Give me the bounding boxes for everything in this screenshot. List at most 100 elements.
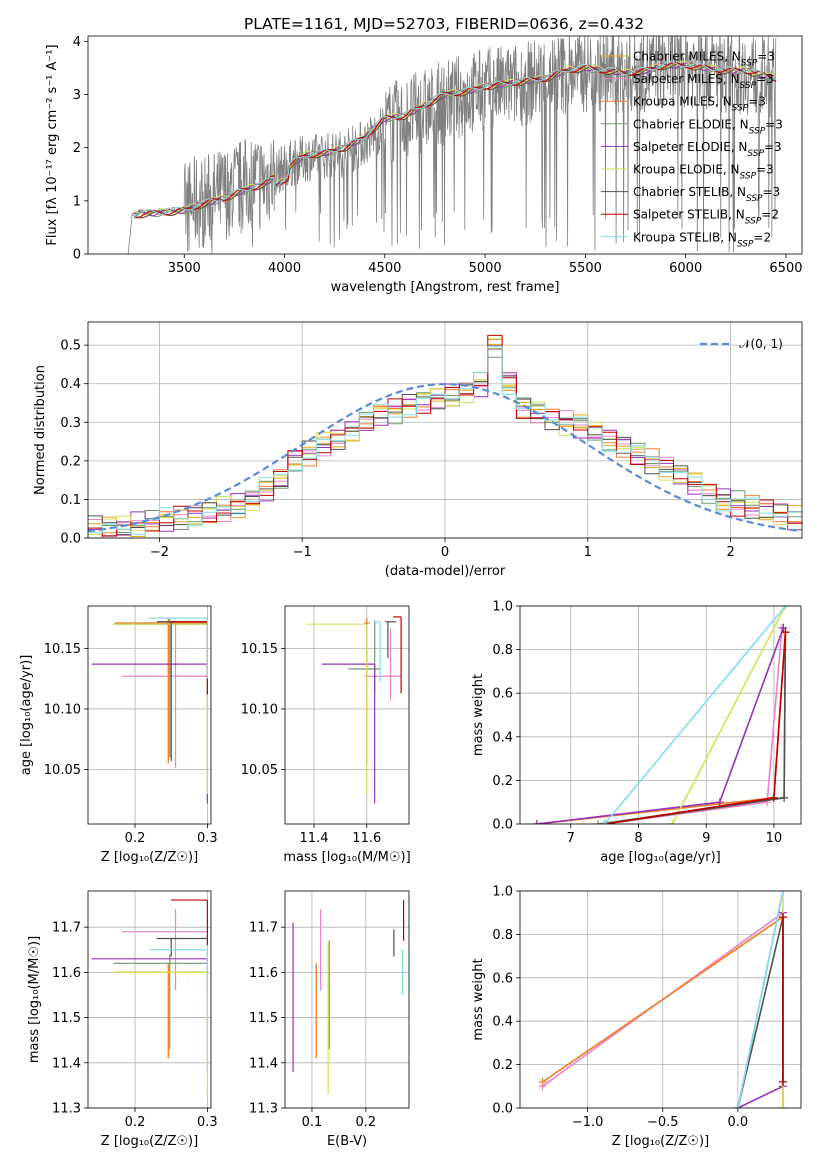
- x-tick-label: 0.2: [125, 1115, 146, 1130]
- plot-area: [127, 36, 777, 254]
- x-tick-label: −2: [150, 545, 169, 560]
- plus-marker: [779, 623, 788, 632]
- y-tick-label: 2: [73, 141, 81, 156]
- y-tick-label: 11.4: [52, 1056, 81, 1071]
- y-tick-label: 10.15: [44, 642, 81, 657]
- histogram-step: [88, 348, 802, 536]
- y-tick-label: 0.5: [60, 339, 81, 354]
- y-tick-label: 10.10: [241, 702, 278, 717]
- y-axis-label: Flux [fλ 10⁻¹⁷ erg cm⁻² s⁻¹ A⁻¹]: [45, 44, 60, 245]
- data-point: [321, 663, 376, 804]
- y-tick-label: 0.4: [492, 730, 513, 745]
- plus-marker: [781, 628, 790, 637]
- x-tick-label: 5500: [569, 261, 602, 276]
- axes-frame: [87, 605, 212, 825]
- x-axis-label: (data-model)/error: [385, 564, 506, 579]
- plus-marker: [778, 1077, 787, 1086]
- legend-label: Salpeter STELIB, NSSP=2: [633, 208, 779, 227]
- plot-area: [292, 900, 405, 1095]
- legend-label: Chabrier ELODIE, NSSP=3: [633, 117, 783, 136]
- panel-4: 7 8 9 10 0.0 0.2 0.4 0.6 0.8 1.0 age [log₁₀(age/yr…: [471, 600, 802, 865]
- x-axis-label: E(B-V): [327, 1134, 367, 1149]
- plus-marker: [778, 1104, 787, 1108]
- data-point: [156, 937, 208, 957]
- y-tick-label: 4: [73, 35, 81, 50]
- x-tick-label: 10: [766, 831, 783, 846]
- x-tick-label: 6500: [769, 261, 802, 276]
- x-tick-label: 3500: [168, 261, 201, 276]
- x-tick-label: 1: [584, 545, 592, 560]
- axes-frame: [87, 35, 803, 255]
- y-tick-label: 0.8: [492, 928, 513, 943]
- plot-area: [306, 616, 402, 804]
- y-tick-label: 10.05: [44, 763, 81, 778]
- plus-marker: [668, 820, 677, 824]
- y-tick-label: 0.0: [492, 818, 513, 833]
- data-point: [149, 617, 208, 679]
- x-tick-label: 9: [702, 831, 710, 846]
- y-tick-label: 11.5: [52, 1011, 81, 1026]
- mass-weight-line: [671, 606, 787, 824]
- panel-6: 0.1 0.2 11.3 11.4 11.5 11.6 11.7 E(B-V): [249, 890, 410, 1149]
- panel-1: −2 −1 0 1 2 0.0 0.1 0.2 0.3 0.4 0.5 (data-model)/er…: [33, 321, 803, 579]
- x-axis-label: Z [log₁₀(Z/Z☉)]: [612, 1134, 709, 1149]
- x-tick-label: 0.1: [302, 1115, 323, 1130]
- histogram-step: [88, 334, 802, 537]
- y-tick-label: 0: [73, 248, 81, 263]
- y-tick-label: 0.4: [60, 377, 81, 392]
- y-axis-label: Normed distribution: [33, 365, 48, 495]
- y-tick-label: 0.0: [60, 532, 81, 547]
- plus-marker: [715, 798, 724, 807]
- y-tick-label: 11.5: [249, 1011, 278, 1026]
- mass-weight-line: [737, 891, 784, 1108]
- y-tick-label: 0.6: [492, 687, 513, 702]
- x-tick-label: 11.4: [300, 831, 329, 846]
- mass-weight-line: [603, 606, 787, 824]
- plot-area: [91, 617, 208, 804]
- model-spectrum-line: [134, 62, 777, 219]
- y-tick-label: 0.2: [60, 454, 81, 469]
- y-tick-label: 11.7: [249, 921, 278, 936]
- x-tick-label: 5000: [469, 261, 502, 276]
- x-tick-label: 7: [567, 831, 575, 846]
- data-point: [122, 622, 208, 769]
- data-point: [113, 971, 208, 1095]
- y-tick-label: 11.6: [52, 966, 81, 981]
- x-axis-label: Z [log₁₀(Z/Z☉)]: [101, 850, 198, 865]
- data-point: [385, 621, 396, 659]
- observed-spectrum-line: [127, 36, 777, 254]
- y-tick-label: 1: [73, 194, 81, 209]
- axes-frame: [87, 890, 212, 1109]
- y-axis-label: mass weight: [471, 674, 486, 756]
- y-tick-label: 0.2: [492, 1058, 513, 1073]
- x-tick-label: 0.0: [728, 1115, 749, 1130]
- axes-frame: [284, 605, 410, 825]
- x-tick-label: 0.3: [197, 1115, 218, 1130]
- x-tick-label: 4500: [368, 261, 401, 276]
- axes-frame: [284, 890, 410, 1109]
- y-tick-label: 11.4: [249, 1056, 278, 1071]
- data-point: [113, 618, 208, 758]
- y-axis-label: mass [log₁₀(M/M☉)]: [27, 936, 42, 1063]
- data-point: [171, 618, 208, 695]
- x-tick-label: −1: [293, 545, 312, 560]
- data-point: [306, 623, 368, 794]
- plus-marker: [780, 793, 789, 802]
- y-tick-label: 1.0: [492, 600, 513, 615]
- data-point: [91, 958, 208, 1072]
- axes-frame: [519, 605, 802, 825]
- model-spectrum-line: [133, 63, 777, 218]
- data-point: [374, 621, 381, 683]
- x-tick-label: 0: [441, 545, 449, 560]
- legend-label: Kroupa MILES, NSSP=3: [633, 95, 766, 114]
- x-tick-label: −1.0: [572, 1115, 604, 1130]
- x-axis-label: mass [log₁₀(M/M☉)]: [283, 850, 410, 865]
- mass-weight-line: [536, 632, 787, 824]
- y-tick-label: 0.6: [492, 971, 513, 986]
- mass-weight-line: [536, 627, 785, 824]
- plus-marker: [538, 1077, 547, 1086]
- y-tick-label: 11.3: [52, 1102, 81, 1117]
- mass-weight-line: [604, 627, 783, 824]
- legend: 𝒩(0, 1): [700, 337, 783, 351]
